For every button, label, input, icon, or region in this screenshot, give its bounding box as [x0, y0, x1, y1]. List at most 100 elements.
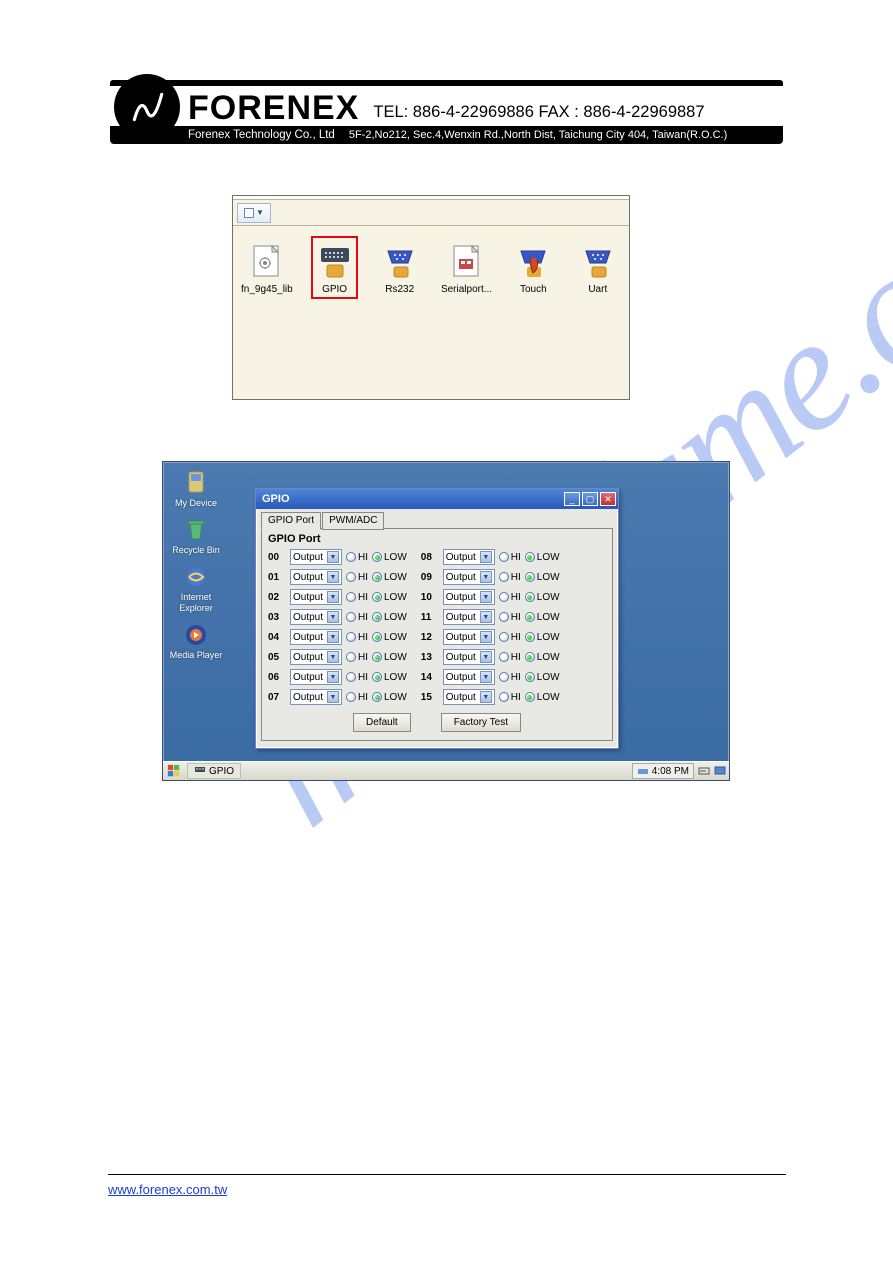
tab-pwm-adc[interactable]: PWM/ADC — [322, 512, 384, 530]
footer-link[interactable]: www.forenex.com.tw — [108, 1182, 227, 1197]
port-low-radio[interactable]: LOW — [525, 652, 560, 663]
tab-gpio-port[interactable]: GPIO Port — [261, 512, 321, 530]
port-low-radio[interactable]: LOW — [525, 552, 560, 563]
port-low-radio[interactable]: LOW — [372, 572, 407, 583]
radio-icon — [372, 552, 382, 562]
file-item-gpio[interactable]: GPIO — [311, 236, 359, 299]
port-hi-radio[interactable]: HI — [346, 552, 368, 563]
port-number: 03 — [268, 612, 286, 623]
port-low-radio[interactable]: LOW — [372, 632, 407, 643]
port-mode-select[interactable]: Output▼ — [290, 629, 342, 645]
start-flag-icon[interactable] — [166, 764, 182, 778]
port-hi-radio[interactable]: HI — [499, 692, 521, 703]
port-row-14: 14 Output▼ HI LOW — [421, 669, 560, 685]
radio-icon — [372, 612, 382, 622]
port-hi-radio[interactable]: HI — [346, 592, 368, 603]
port-low-radio[interactable]: LOW — [525, 672, 560, 683]
port-hi-radio[interactable]: HI — [346, 572, 368, 583]
close-button[interactable]: ✕ — [600, 492, 616, 506]
radio-icon — [346, 632, 356, 642]
port-hi-radio[interactable]: HI — [346, 632, 368, 643]
radio-icon — [346, 552, 356, 562]
file-item-serialport[interactable]: Serialport... — [441, 244, 492, 299]
port-mode-select[interactable]: Output▼ — [443, 569, 495, 585]
file-item-rs232[interactable]: Rs232 — [376, 244, 422, 299]
file-label: Touch — [520, 284, 547, 295]
port-row-04: 04 Output▼ HI LOW — [268, 629, 407, 645]
file-item-uart[interactable]: Uart — [575, 244, 621, 299]
port-mode-select[interactable]: Output▼ — [290, 689, 342, 705]
port-hi-radio[interactable]: HI — [499, 552, 521, 563]
port-mode-select[interactable]: Output▼ — [443, 689, 495, 705]
port-low-radio[interactable]: LOW — [525, 692, 560, 703]
port-low-radio[interactable]: LOW — [525, 632, 560, 643]
forenex-logo-icon — [114, 74, 180, 140]
port-low-radio[interactable]: LOW — [372, 652, 407, 663]
ie-icon — [183, 564, 209, 590]
ports-col-right: 08 Output▼ HI LOW 09 Output▼ HI LOW 10 O… — [421, 549, 560, 705]
port-row-01: 01 Output▼ HI LOW — [268, 569, 407, 585]
port-mode-select[interactable]: Output▼ — [443, 649, 495, 665]
file-item-touch[interactable]: Touch — [510, 244, 556, 299]
dialog-titlebar[interactable]: GPIO _ ▢ ✕ — [256, 489, 618, 509]
port-mode-select[interactable]: Output▼ — [290, 669, 342, 685]
port-hi-radio[interactable]: HI — [499, 652, 521, 663]
port-mode-select[interactable]: Output▼ — [290, 569, 342, 585]
port-hi-radio[interactable]: HI — [346, 652, 368, 663]
port-mode-select[interactable]: Output▼ — [443, 589, 495, 605]
port-low-radio[interactable]: LOW — [372, 592, 407, 603]
port-mode-select[interactable]: Output▼ — [290, 589, 342, 605]
chevron-down-icon: ▼ — [480, 651, 492, 663]
desktop-icon-mediaplayer[interactable]: Media Player — [169, 622, 223, 661]
port-hi-radio[interactable]: HI — [346, 692, 368, 703]
factory-test-button[interactable]: Factory Test — [441, 713, 521, 732]
port-low-radio[interactable]: LOW — [372, 672, 407, 683]
port-mode-select[interactable]: Output▼ — [290, 549, 342, 565]
port-mode-select[interactable]: Output▼ — [290, 649, 342, 665]
port-low-radio[interactable]: LOW — [372, 552, 407, 563]
explorer-toolbar: ▼ — [233, 200, 629, 226]
port-mode-select[interactable]: Output▼ — [443, 629, 495, 645]
system-tray: 4:08 PM — [632, 763, 729, 779]
default-button[interactable]: Default — [353, 713, 411, 732]
port-number: 04 — [268, 632, 286, 643]
port-hi-radio[interactable]: HI — [499, 592, 521, 603]
port-mode-select[interactable]: Output▼ — [443, 609, 495, 625]
desktop-icon-label: Recycle Bin — [172, 545, 220, 556]
port-number: 05 — [268, 652, 286, 663]
port-mode-select[interactable]: Output▼ — [290, 609, 342, 625]
radio-icon — [499, 632, 509, 642]
tray-time[interactable]: 4:08 PM — [632, 763, 694, 779]
port-low-radio[interactable]: LOW — [525, 572, 560, 583]
maximize-button[interactable]: ▢ — [582, 492, 598, 506]
port-hi-radio[interactable]: HI — [499, 672, 521, 683]
desktop-tray-icon[interactable] — [714, 765, 726, 777]
taskbar: GPIO 4:08 PM — [163, 761, 729, 780]
port-hi-radio[interactable]: HI — [499, 612, 521, 623]
desktop-icon-recyclebin[interactable]: Recycle Bin — [169, 517, 223, 556]
port-hi-radio[interactable]: HI — [499, 572, 521, 583]
views-dropdown-button[interactable]: ▼ — [237, 203, 271, 223]
port-number: 00 — [268, 552, 286, 563]
port-hi-radio[interactable]: HI — [346, 672, 368, 683]
port-low-radio[interactable]: LOW — [525, 592, 560, 603]
minimize-button[interactable]: _ — [564, 492, 580, 506]
taskbar-item-gpio[interactable]: GPIO — [187, 763, 241, 779]
serial-port-icon — [581, 244, 615, 280]
port-row-02: 02 Output▼ HI LOW — [268, 589, 407, 605]
gpio-dialog-window: GPIO _ ▢ ✕ GPIO Port PWM/ADC GPIO Port 0… — [255, 488, 619, 749]
port-low-radio[interactable]: LOW — [525, 612, 560, 623]
desktop-icon-ie[interactable]: Internet Explorer — [169, 564, 223, 614]
port-mode-select[interactable]: Output▼ — [443, 669, 495, 685]
desktop-icon-mydevice[interactable]: My Device — [169, 470, 223, 509]
keyboard-tray-icon[interactable] — [698, 765, 710, 777]
file-item-fn9g45lib[interactable]: fn_9g45_lib — [241, 244, 293, 299]
port-low-radio[interactable]: LOW — [372, 692, 407, 703]
chevron-down-icon: ▼ — [480, 571, 492, 583]
port-low-radio[interactable]: LOW — [372, 612, 407, 623]
tab-bar: GPIO Port PWM/ADC — [261, 511, 613, 529]
port-hi-radio[interactable]: HI — [499, 632, 521, 643]
port-hi-radio[interactable]: HI — [346, 612, 368, 623]
radio-icon — [525, 612, 535, 622]
port-mode-select[interactable]: Output▼ — [443, 549, 495, 565]
